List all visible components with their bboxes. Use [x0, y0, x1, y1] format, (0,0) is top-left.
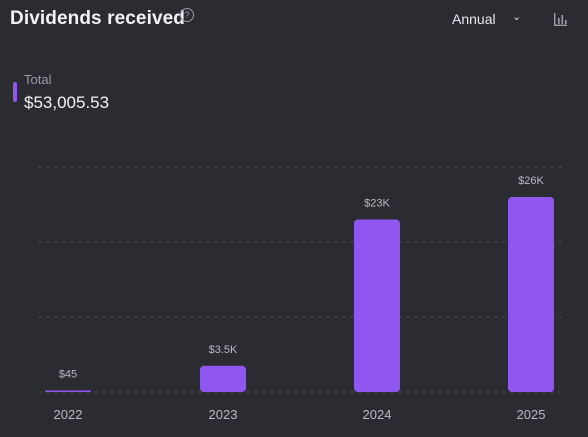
help-circle-icon[interactable]: ? — [180, 8, 194, 22]
bar-2023[interactable] — [200, 365, 246, 392]
value-label-2024: $23K — [364, 198, 390, 210]
value-label-2025: $26K — [518, 175, 544, 187]
bar-2022[interactable] — [45, 390, 91, 393]
x-tick-label-2023: 2023 — [209, 407, 238, 422]
value-label-2022: $45 — [59, 369, 77, 381]
bar-2025[interactable] — [508, 197, 554, 392]
chevron-down-icon[interactable]: ⌄ — [512, 11, 522, 23]
bar-2024[interactable] — [354, 219, 400, 393]
x-tick-label-2025: 2025 — [517, 407, 546, 422]
bar-chart-icon[interactable] — [553, 12, 568, 27]
legend-swatch — [13, 82, 17, 102]
x-tick-label-2024: 2024 — [363, 407, 392, 422]
period-select[interactable]: Annual — [452, 11, 496, 27]
legend-label: Total — [24, 72, 52, 87]
x-tick-label-2022: 2022 — [54, 407, 83, 422]
chart-title: Dividends received — [10, 8, 185, 29]
chart-header: Dividends received ? Annual ⌄ — [10, 6, 578, 34]
value-label-2023: $3.5K — [209, 344, 238, 356]
total-value: $53,005.53 — [24, 93, 110, 112]
